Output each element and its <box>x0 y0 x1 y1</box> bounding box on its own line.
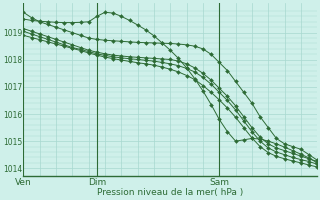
X-axis label: Pression niveau de la mer( hPa ): Pression niveau de la mer( hPa ) <box>97 188 244 197</box>
